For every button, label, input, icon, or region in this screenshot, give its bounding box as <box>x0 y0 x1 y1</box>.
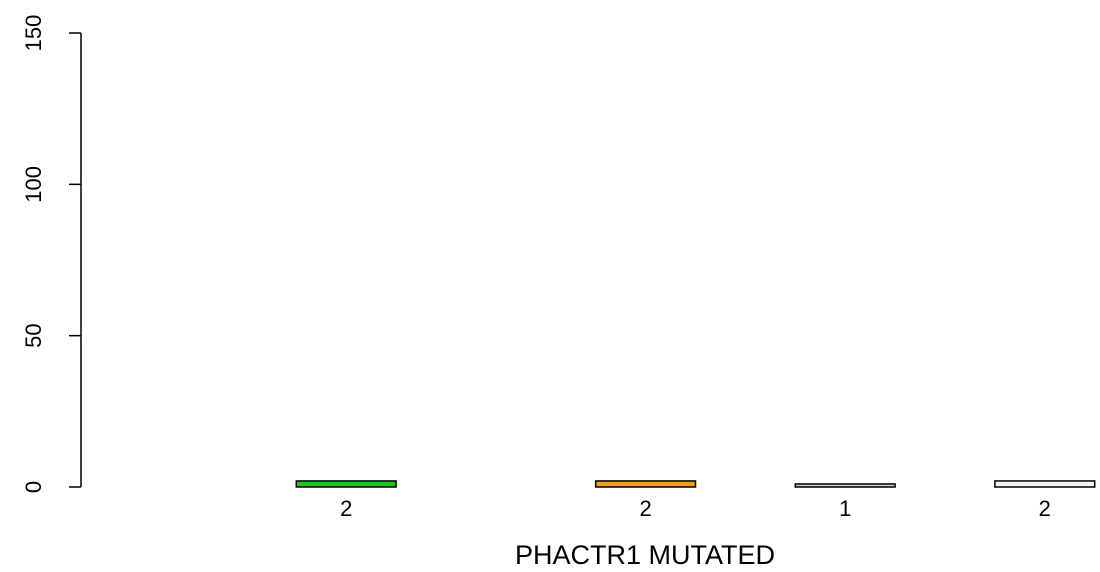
bar-count-label: 2 <box>639 496 651 521</box>
bar <box>295 480 397 488</box>
y-tick-label: 0 <box>21 481 46 493</box>
y-axis: 0 50 100 150 <box>21 15 82 493</box>
bar <box>994 480 1096 488</box>
bar-count-label: 2 <box>340 496 352 521</box>
bar <box>594 480 697 488</box>
bar <box>794 483 896 488</box>
y-tick-label: 150 <box>21 15 46 52</box>
y-tick-label: 50 <box>21 323 46 347</box>
bar-count-label: 1 <box>839 496 851 521</box>
bar-labels: 2 2 1 2 <box>340 496 1051 521</box>
bar-count-label: 2 <box>1039 496 1051 521</box>
bars <box>295 480 1096 488</box>
x-axis-label: PHACTR1 MUTATED <box>515 540 775 570</box>
y-tick-label: 100 <box>21 166 46 203</box>
